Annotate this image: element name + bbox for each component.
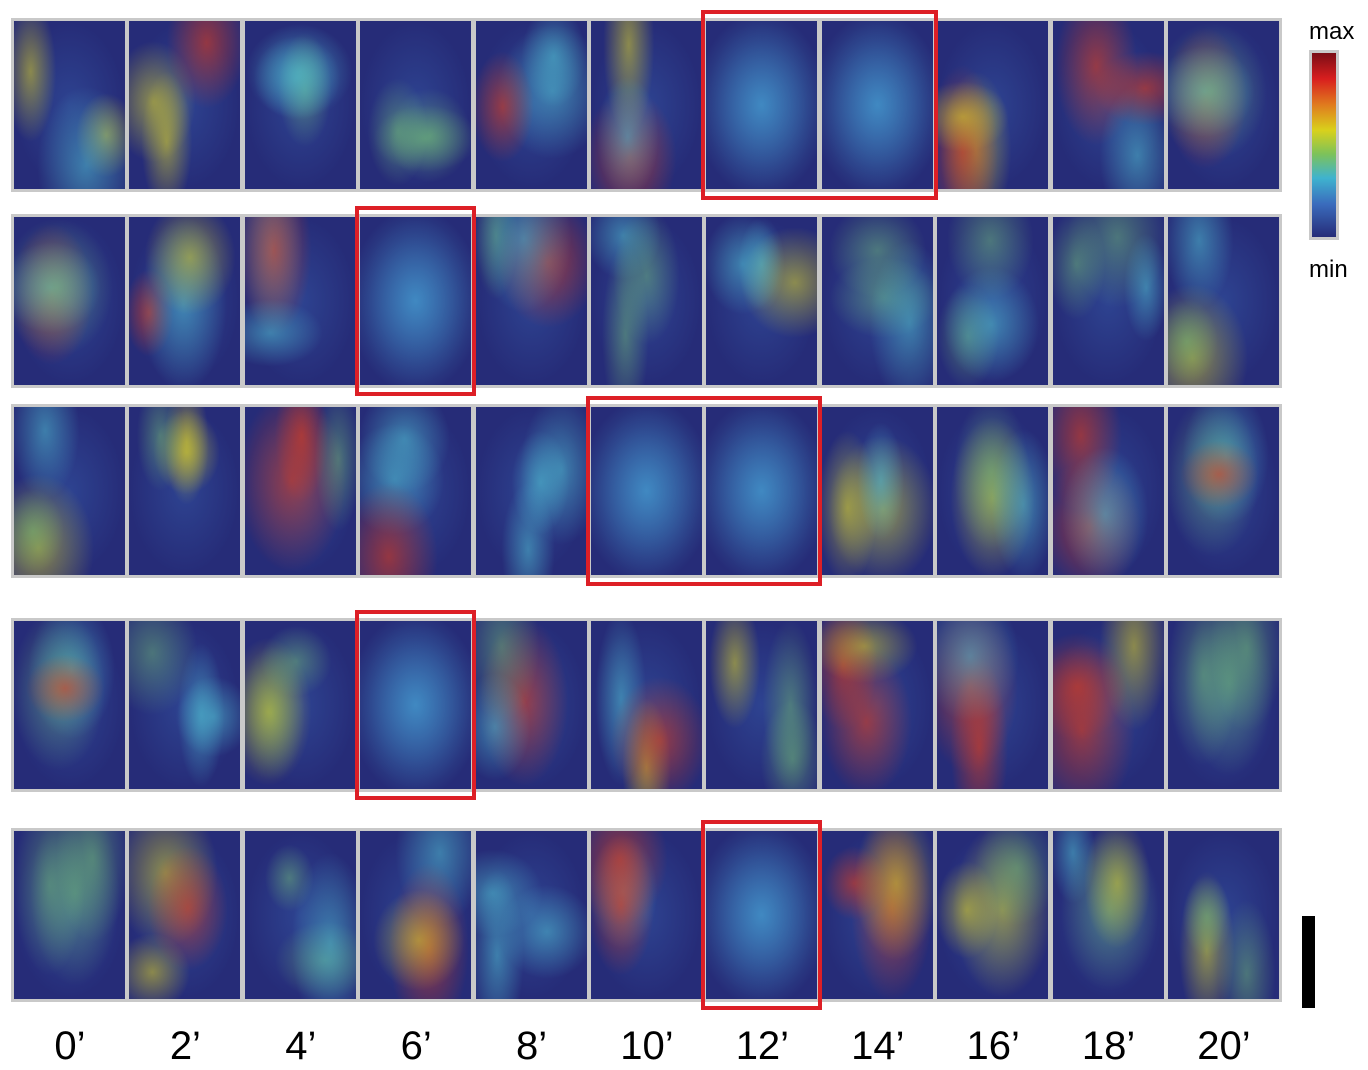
highlight-box: [355, 610, 477, 800]
time-label: 20’: [1197, 1024, 1251, 1068]
image-frame: [360, 831, 472, 999]
image-frame: [475, 831, 587, 999]
image-frame: [706, 407, 818, 575]
image-frame: [821, 407, 933, 575]
colorbar-min-label: min: [1309, 256, 1348, 283]
image-frame: [1168, 21, 1279, 189]
image-frame: [591, 21, 702, 189]
image-frame: [14, 21, 125, 189]
scale-bar: [1302, 916, 1315, 1008]
image-frame: [360, 217, 472, 385]
image-frame: [937, 21, 1049, 189]
image-frame: [937, 407, 1049, 575]
image-frame: [706, 621, 818, 789]
time-label: 16’: [966, 1024, 1020, 1068]
image-row: [11, 214, 1282, 388]
image-row: [11, 18, 1282, 192]
image-frame: [475, 407, 587, 575]
time-label: 8’: [516, 1024, 548, 1068]
time-label: 18’: [1081, 1024, 1136, 1068]
image-frame: [821, 21, 933, 189]
image-frame: [1052, 621, 1164, 789]
image-frame: [1168, 407, 1279, 575]
image-row: [11, 828, 1282, 1002]
image-row: [11, 618, 1282, 792]
image-frame: [244, 217, 356, 385]
image-frame: [475, 21, 587, 189]
image-frame: [1168, 621, 1279, 789]
highlight-box: [701, 820, 823, 1010]
image-frame: [591, 217, 702, 385]
time-label: 2’: [169, 1024, 201, 1068]
time-label: 4’: [285, 1024, 317, 1068]
image-frame: [244, 21, 356, 189]
image-frame: [129, 21, 241, 189]
image-frame: [129, 217, 241, 385]
image-frame: [706, 217, 818, 385]
image-frame: [244, 407, 356, 575]
image-frame: [14, 407, 125, 575]
image-frame: [706, 21, 818, 189]
image-frame: [129, 831, 241, 999]
time-label: 0’: [54, 1024, 86, 1068]
image-frame: [1168, 217, 1279, 385]
image-frame: [706, 831, 818, 999]
time-label: 14’: [851, 1024, 905, 1068]
colorbar: [1309, 50, 1339, 240]
image-frame: [360, 621, 472, 789]
image-frame: [1052, 831, 1164, 999]
highlight-box: [701, 10, 938, 200]
image-frame: [129, 621, 241, 789]
image-frame: [1052, 407, 1164, 575]
image-frame: [937, 831, 1049, 999]
highlight-box: [586, 396, 823, 586]
image-frame: [14, 217, 125, 385]
colorbar-max-label: max: [1309, 18, 1355, 45]
image-row: [11, 404, 1282, 578]
image-frame: [1052, 21, 1164, 189]
image-frame: [821, 621, 933, 789]
image-frame: [1168, 831, 1279, 999]
image-frame: [821, 831, 933, 999]
image-frame: [244, 621, 356, 789]
image-frame: [14, 621, 125, 789]
image-frame: [360, 21, 472, 189]
image-frame: [129, 407, 241, 575]
image-frame: [821, 217, 933, 385]
image-frame: [937, 217, 1049, 385]
image-frame: [591, 621, 702, 789]
image-frame: [475, 621, 587, 789]
image-frame: [475, 217, 587, 385]
image-frame: [591, 407, 702, 575]
image-frame: [937, 621, 1049, 789]
time-label: 12’: [735, 1024, 790, 1068]
image-frame: [244, 831, 356, 999]
time-label: 6’: [400, 1024, 432, 1068]
image-frame: [1052, 217, 1164, 385]
image-frame: [360, 407, 472, 575]
highlight-box: [355, 206, 477, 396]
time-label: 10’: [620, 1024, 674, 1068]
image-frame: [14, 831, 125, 999]
image-frame: [591, 831, 702, 999]
